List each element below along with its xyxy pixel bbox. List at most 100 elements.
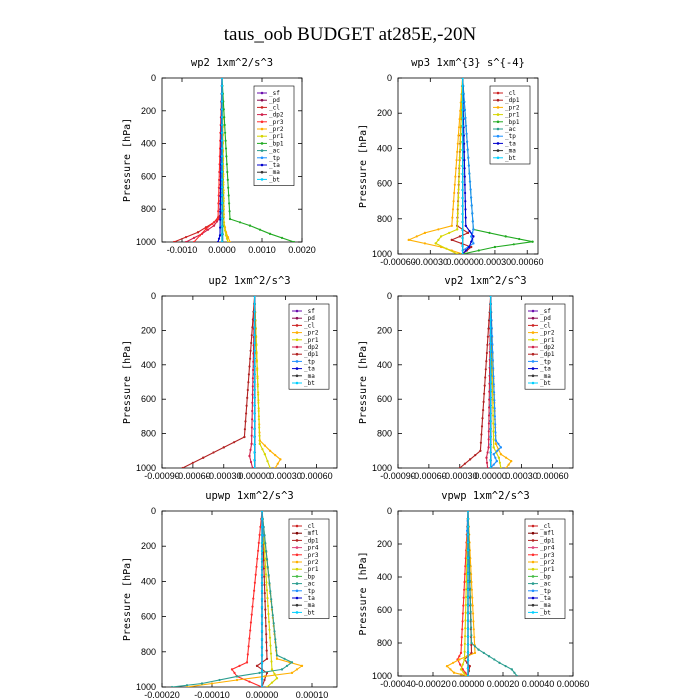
wp2-legend-label-ac: _ac [269, 148, 280, 155]
vpwp-point-pr2 [472, 612, 475, 615]
upwp-point-bt [260, 597, 264, 601]
wp2-point-dp2 [206, 228, 210, 231]
wp3-point-pr2 [423, 231, 426, 234]
wp3-point-pr2 [453, 191, 456, 195]
upwp-series-ac [171, 511, 294, 687]
up2-point-pr2 [274, 454, 277, 457]
vpwp-point-bt [466, 612, 470, 615]
vp2-point-bt [489, 427, 492, 430]
upwp-point-pr1 [267, 620, 271, 624]
up2-point-pr1 [266, 460, 269, 463]
upwp-point-pr3 [257, 541, 260, 545]
wp2-legend-label-ma: _ma [269, 169, 280, 176]
vpwp-point-ac [470, 641, 473, 645]
vpwp-legend-label-tp: _tp [540, 588, 551, 595]
vpwp-legend-marker-cl [531, 524, 535, 528]
upwp-point-bt [260, 653, 264, 657]
wp3-point-pr2 [458, 118, 461, 121]
vpwp-legend-label-cl: _cl [540, 523, 551, 530]
vp2-point-bt [489, 451, 492, 454]
up2-legend-label-ta: _ta [304, 366, 315, 373]
wp2-point-bt [220, 240, 224, 242]
vp2-point-tp [493, 391, 496, 394]
wp2-series-group [172, 78, 296, 242]
vp2-xtick-label: 0.00000 [474, 471, 507, 481]
upwp-point-ac [170, 685, 174, 687]
vp2-point-dp1 [482, 400, 485, 403]
wp3-legend-marker-ta [496, 142, 500, 145]
up2-legend-label-sf: _sf [304, 308, 315, 315]
vpwp-point-ac [469, 618, 472, 621]
wp3-point-bt [461, 212, 464, 216]
up2-point-dp1 [251, 318, 254, 321]
vp2-point-bt [489, 296, 492, 298]
upwp-point-pr3 [247, 645, 250, 648]
wp3-point-bt [461, 164, 464, 168]
up2-point-bt [253, 404, 256, 407]
up2-point-dp1 [246, 388, 249, 392]
wp2-point-pr3 [204, 227, 208, 230]
wp3-point-pr1 [458, 172, 461, 175]
wp2-point-dp2 [184, 240, 188, 242]
upwp-title: upwp 1xm^2/s^3 [205, 490, 294, 502]
wp2-point-pr1 [222, 208, 225, 211]
upwp-point-pr1 [267, 612, 270, 616]
vp2-point-bt [489, 365, 492, 368]
upwp-point-dp1 [263, 583, 266, 587]
upwp-series-group [170, 511, 304, 687]
up2-point-dp1 [250, 341, 253, 345]
wp3-point-pr1 [458, 156, 461, 159]
upwp-point-bt [260, 511, 264, 513]
up2-point-dp2 [251, 393, 254, 396]
up2-legend-marker-ta [295, 367, 299, 370]
up2-ytick-label: 1000 [136, 463, 156, 473]
figure-title: taus_oob BUDGET at285E,-20N [224, 24, 477, 45]
vp2-point-bt [489, 357, 492, 360]
wp2-point-bt [220, 139, 224, 142]
wp3-point-pr1 [459, 124, 462, 127]
vp2-legend: _sf_pd_cl_pr2_pr1_dp2_dp1_tp_ta_ma_bt [524, 303, 566, 390]
up2-point-dp1 [222, 446, 225, 449]
wp3-legend: _cl_dp1_pr2_pr1_bp1_ac_tp_ta_ma_bt [489, 85, 531, 165]
wp2-point-pr3 [217, 202, 220, 205]
vpwp-point-bt [466, 525, 470, 528]
vp2-point-pr1 [497, 456, 500, 459]
wp3-title: wp3 1xm^{3} s^{-4} [411, 57, 525, 69]
upwp-point-ac [265, 558, 269, 561]
upwp-point-pr1 [270, 660, 273, 663]
up2-legend-label-dp2: _dp2 [304, 344, 319, 351]
wp2-legend-marker-pr1 [260, 134, 264, 138]
up2-xtick-label: 0.00000 [238, 471, 271, 481]
vp2-legend-marker-cl [531, 324, 535, 327]
vpwp-point-pr3 [461, 668, 464, 671]
upwp-point-dp1 [262, 567, 265, 570]
wp2-point-bp1 [225, 155, 228, 158]
vpwp-point-pr2 [470, 580, 473, 584]
vp2-legend-label-pd: _pd [540, 315, 551, 322]
wp3-point-pr1 [456, 228, 459, 231]
wp3-xtick-label: 0.00030 [479, 257, 512, 267]
vp2-ytick-label: 0 [387, 291, 392, 301]
up2-ylabel: Pressure [hPa] [122, 340, 133, 424]
up2-point-dp1 [249, 357, 252, 360]
vpwp-point-ac [493, 658, 496, 661]
wp3-point-bp1 [531, 240, 534, 243]
vpwp-legend-marker-pr1 [531, 567, 535, 571]
upwp-point-bt [260, 613, 264, 617]
wp2-point-ta [219, 202, 222, 206]
upwp-point-pr3 [253, 581, 256, 584]
vp2-point-dp2 [486, 466, 489, 468]
vp2-point-dp1 [482, 409, 485, 412]
wp3-legend-marker-ma [496, 149, 500, 152]
wp3-xtick-label: 0.00000 [446, 257, 479, 267]
up2-point-dp2 [249, 448, 252, 451]
wp2-ytick-label: 200 [141, 106, 156, 116]
up2-point-dp2 [250, 442, 253, 445]
up2-point-dp1 [248, 365, 251, 368]
wp3-point-ta [462, 134, 465, 137]
upwp-ytick-label: 1000 [136, 682, 156, 692]
wp2-legend-marker-pr3 [260, 120, 264, 124]
vp2-point-dp2 [488, 390, 491, 393]
upwp-point-pr1 [265, 581, 268, 584]
vpwp-point-pr3 [463, 588, 466, 591]
